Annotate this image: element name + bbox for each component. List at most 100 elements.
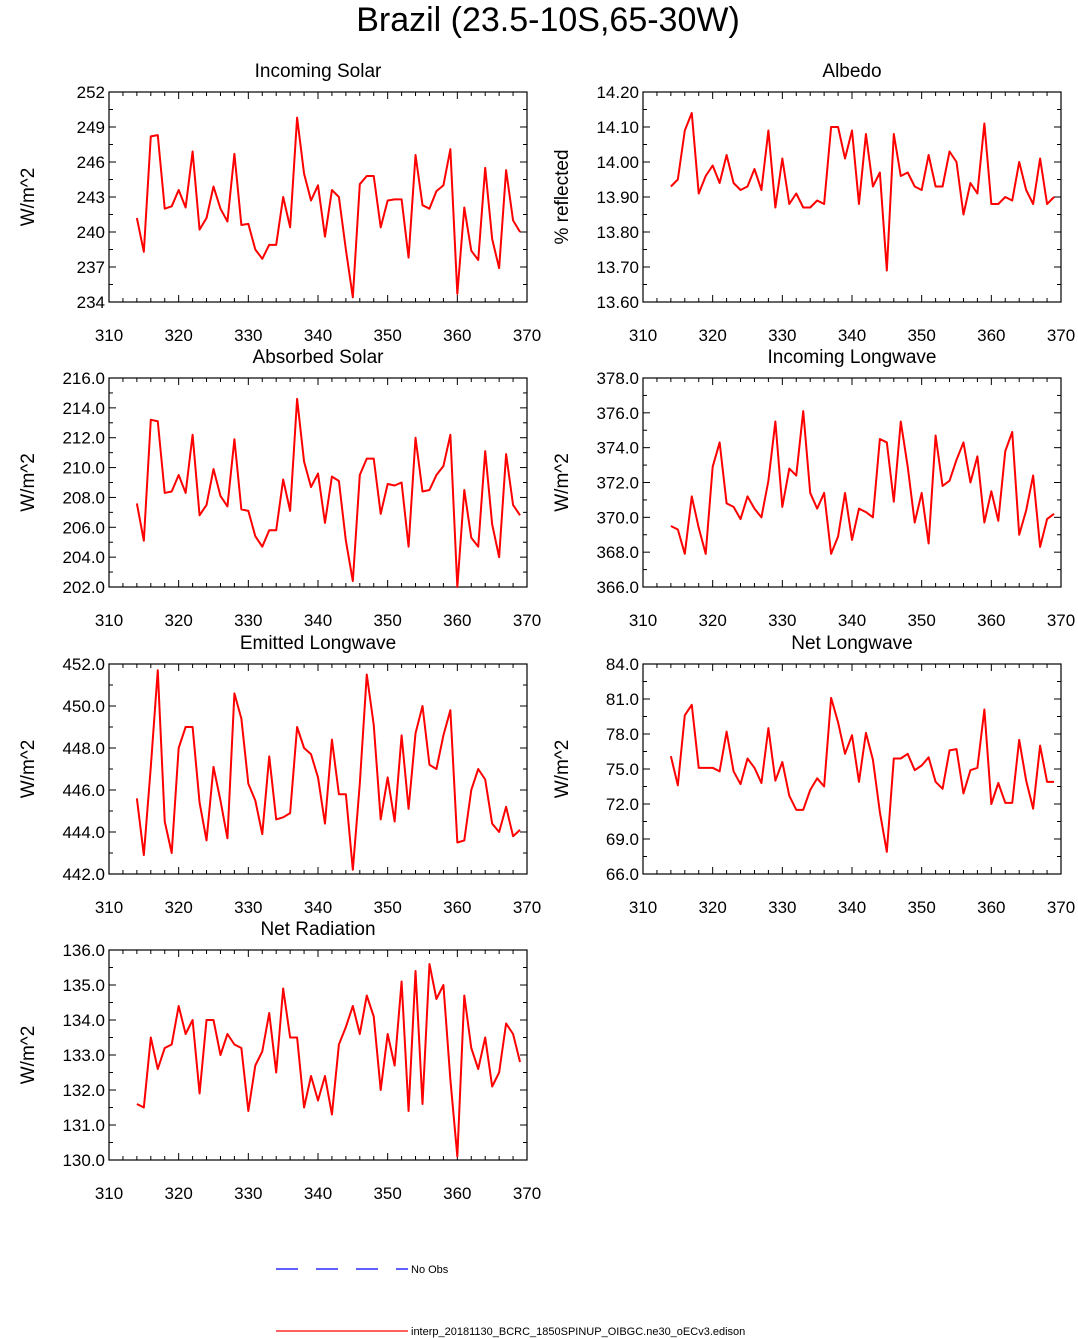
y-axis-label: W/m^2	[18, 740, 39, 799]
y-axis-label: W/m^2	[18, 1026, 39, 1085]
y-tick-label: 78.0	[606, 725, 639, 744]
x-tick-label: 370	[513, 326, 541, 345]
y-tick-label: 212.0	[62, 429, 105, 448]
y-tick-label: 452.0	[62, 655, 105, 674]
x-tick-label: 310	[95, 611, 123, 630]
y-tick-label: 136.0	[62, 941, 105, 960]
x-tick-label: 310	[629, 611, 657, 630]
y-tick-label: 368.0	[596, 543, 639, 562]
y-tick-label: 81.0	[606, 690, 639, 709]
y-tick-label: 14.20	[596, 83, 639, 102]
panel-net-longwave: Net Longwave 310 320 330 340 350 360 370 66.0 69.…	[552, 633, 1075, 917]
y-tick-label: 210.0	[62, 459, 105, 478]
x-tick-label: 320	[164, 1184, 192, 1203]
panel-title-albedo: Albedo	[822, 61, 881, 82]
y-tick-label: 202.0	[62, 578, 105, 597]
y-tick-label: 374.0	[596, 439, 639, 458]
y-tick-label: 66.0	[606, 865, 639, 884]
x-tick-label: 320	[698, 898, 726, 917]
panel-albedo: Albedo 310 320 330 340 350 360 370 13.60 13.70 13.…	[552, 61, 1075, 345]
y-tick-label: 204.0	[62, 548, 105, 567]
legend-model-label: interp_20181130_BCRC_1850SPINUP_OIBGC.ne…	[411, 1326, 745, 1338]
y-tick-label: 376.0	[596, 404, 639, 423]
y-tick-label: 14.00	[596, 153, 639, 172]
y-axis-label: W/m^2	[18, 168, 39, 227]
y-tick-label: 249	[77, 118, 105, 137]
x-tick-label: 350	[907, 326, 935, 345]
plot-frame	[642, 377, 1062, 588]
x-tick-label: 350	[373, 898, 401, 917]
y-tick-label: 69.0	[606, 830, 639, 849]
plot-frame	[642, 91, 1062, 303]
x-tick-label: 350	[373, 1184, 401, 1203]
x-tick-label: 310	[95, 1184, 123, 1203]
y-tick-label: 372.0	[596, 474, 639, 493]
x-tick-label: 310	[95, 898, 123, 917]
x-tick-label: 320	[698, 326, 726, 345]
x-tick-label: 350	[373, 611, 401, 630]
y-tick-label: 13.70	[596, 258, 639, 277]
y-axis-label: W/m^2	[552, 740, 573, 799]
y-axis-label: W/m^2	[18, 453, 39, 512]
plot-frame	[642, 663, 1062, 875]
panel-title-absorbed-solar: Absorbed Solar	[253, 347, 385, 368]
y-tick-label: 240	[77, 223, 105, 242]
y-tick-label: 252	[77, 83, 105, 102]
y-tick-label: 370.0	[596, 508, 639, 527]
x-tick-label: 310	[629, 898, 657, 917]
x-tick-label: 310	[629, 326, 657, 345]
x-tick-label: 360	[443, 898, 471, 917]
y-tick-label: 132.0	[62, 1081, 105, 1100]
series-line-emitted-longwave	[135, 669, 521, 871]
series-line-albedo	[670, 112, 1055, 272]
x-tick-label: 320	[698, 611, 726, 630]
x-tick-label: 330	[234, 611, 262, 630]
x-tick-label: 360	[443, 326, 471, 345]
x-tick-label: 310	[95, 326, 123, 345]
y-tick-label: 444.0	[62, 823, 105, 842]
panel-title-net-radiation: Net Radiation	[260, 919, 375, 940]
panel-title-incoming-longwave: Incoming Longwave	[768, 347, 937, 368]
x-tick-label: 330	[768, 898, 796, 917]
x-tick-label: 340	[838, 611, 866, 630]
figure-title: Brazil (23.5-10S,65-30W)	[356, 1, 740, 39]
x-tick-label: 360	[977, 611, 1005, 630]
x-tick-label: 320	[164, 898, 192, 917]
x-tick-label: 340	[838, 898, 866, 917]
x-tick-label: 320	[164, 611, 192, 630]
y-tick-label: 14.10	[596, 118, 639, 137]
y-tick-label: 446.0	[62, 781, 105, 800]
panel-title-emitted-longwave: Emitted Longwave	[240, 633, 396, 654]
x-tick-label: 350	[907, 898, 935, 917]
x-tick-label: 350	[373, 326, 401, 345]
y-tick-label: 13.80	[596, 223, 639, 242]
x-tick-label: 340	[304, 611, 332, 630]
y-tick-label: 131.0	[62, 1116, 105, 1135]
y-tick-label: 208.0	[62, 488, 105, 507]
panel-incoming-longwave: Incoming Longwave 310 320 330 340 350 360 370 36…	[552, 347, 1075, 630]
y-tick-label: 214.0	[62, 399, 105, 418]
x-tick-label: 330	[768, 611, 796, 630]
x-tick-label: 370	[513, 898, 541, 917]
y-tick-label: 13.60	[596, 293, 639, 312]
y-axis-label: W/m^2	[552, 453, 573, 512]
x-tick-label: 370	[513, 611, 541, 630]
y-tick-label: 75.0	[606, 760, 639, 779]
y-tick-label: 135.0	[62, 976, 105, 995]
y-tick-label: 450.0	[62, 697, 105, 716]
x-tick-label: 360	[977, 326, 1005, 345]
y-tick-label: 378.0	[596, 369, 639, 388]
x-tick-label: 330	[768, 326, 796, 345]
y-tick-label: 134.0	[62, 1011, 105, 1030]
panel-incoming-solar: Incoming Solar 310 320 330 340 350 360 370 234 23…	[18, 61, 541, 345]
x-tick-label: 360	[443, 611, 471, 630]
y-axis-label: % reflected	[552, 149, 573, 244]
x-tick-label: 360	[977, 898, 1005, 917]
x-tick-label: 330	[234, 898, 262, 917]
panel-absorbed-solar: Absorbed Solar 310 320 330 340 350 360 370 202.0…	[18, 347, 541, 630]
x-tick-label: 370	[1047, 898, 1075, 917]
y-tick-label: 216.0	[62, 369, 105, 388]
y-tick-label: 84.0	[606, 655, 639, 674]
series-line-net-longwave	[669, 696, 1055, 853]
